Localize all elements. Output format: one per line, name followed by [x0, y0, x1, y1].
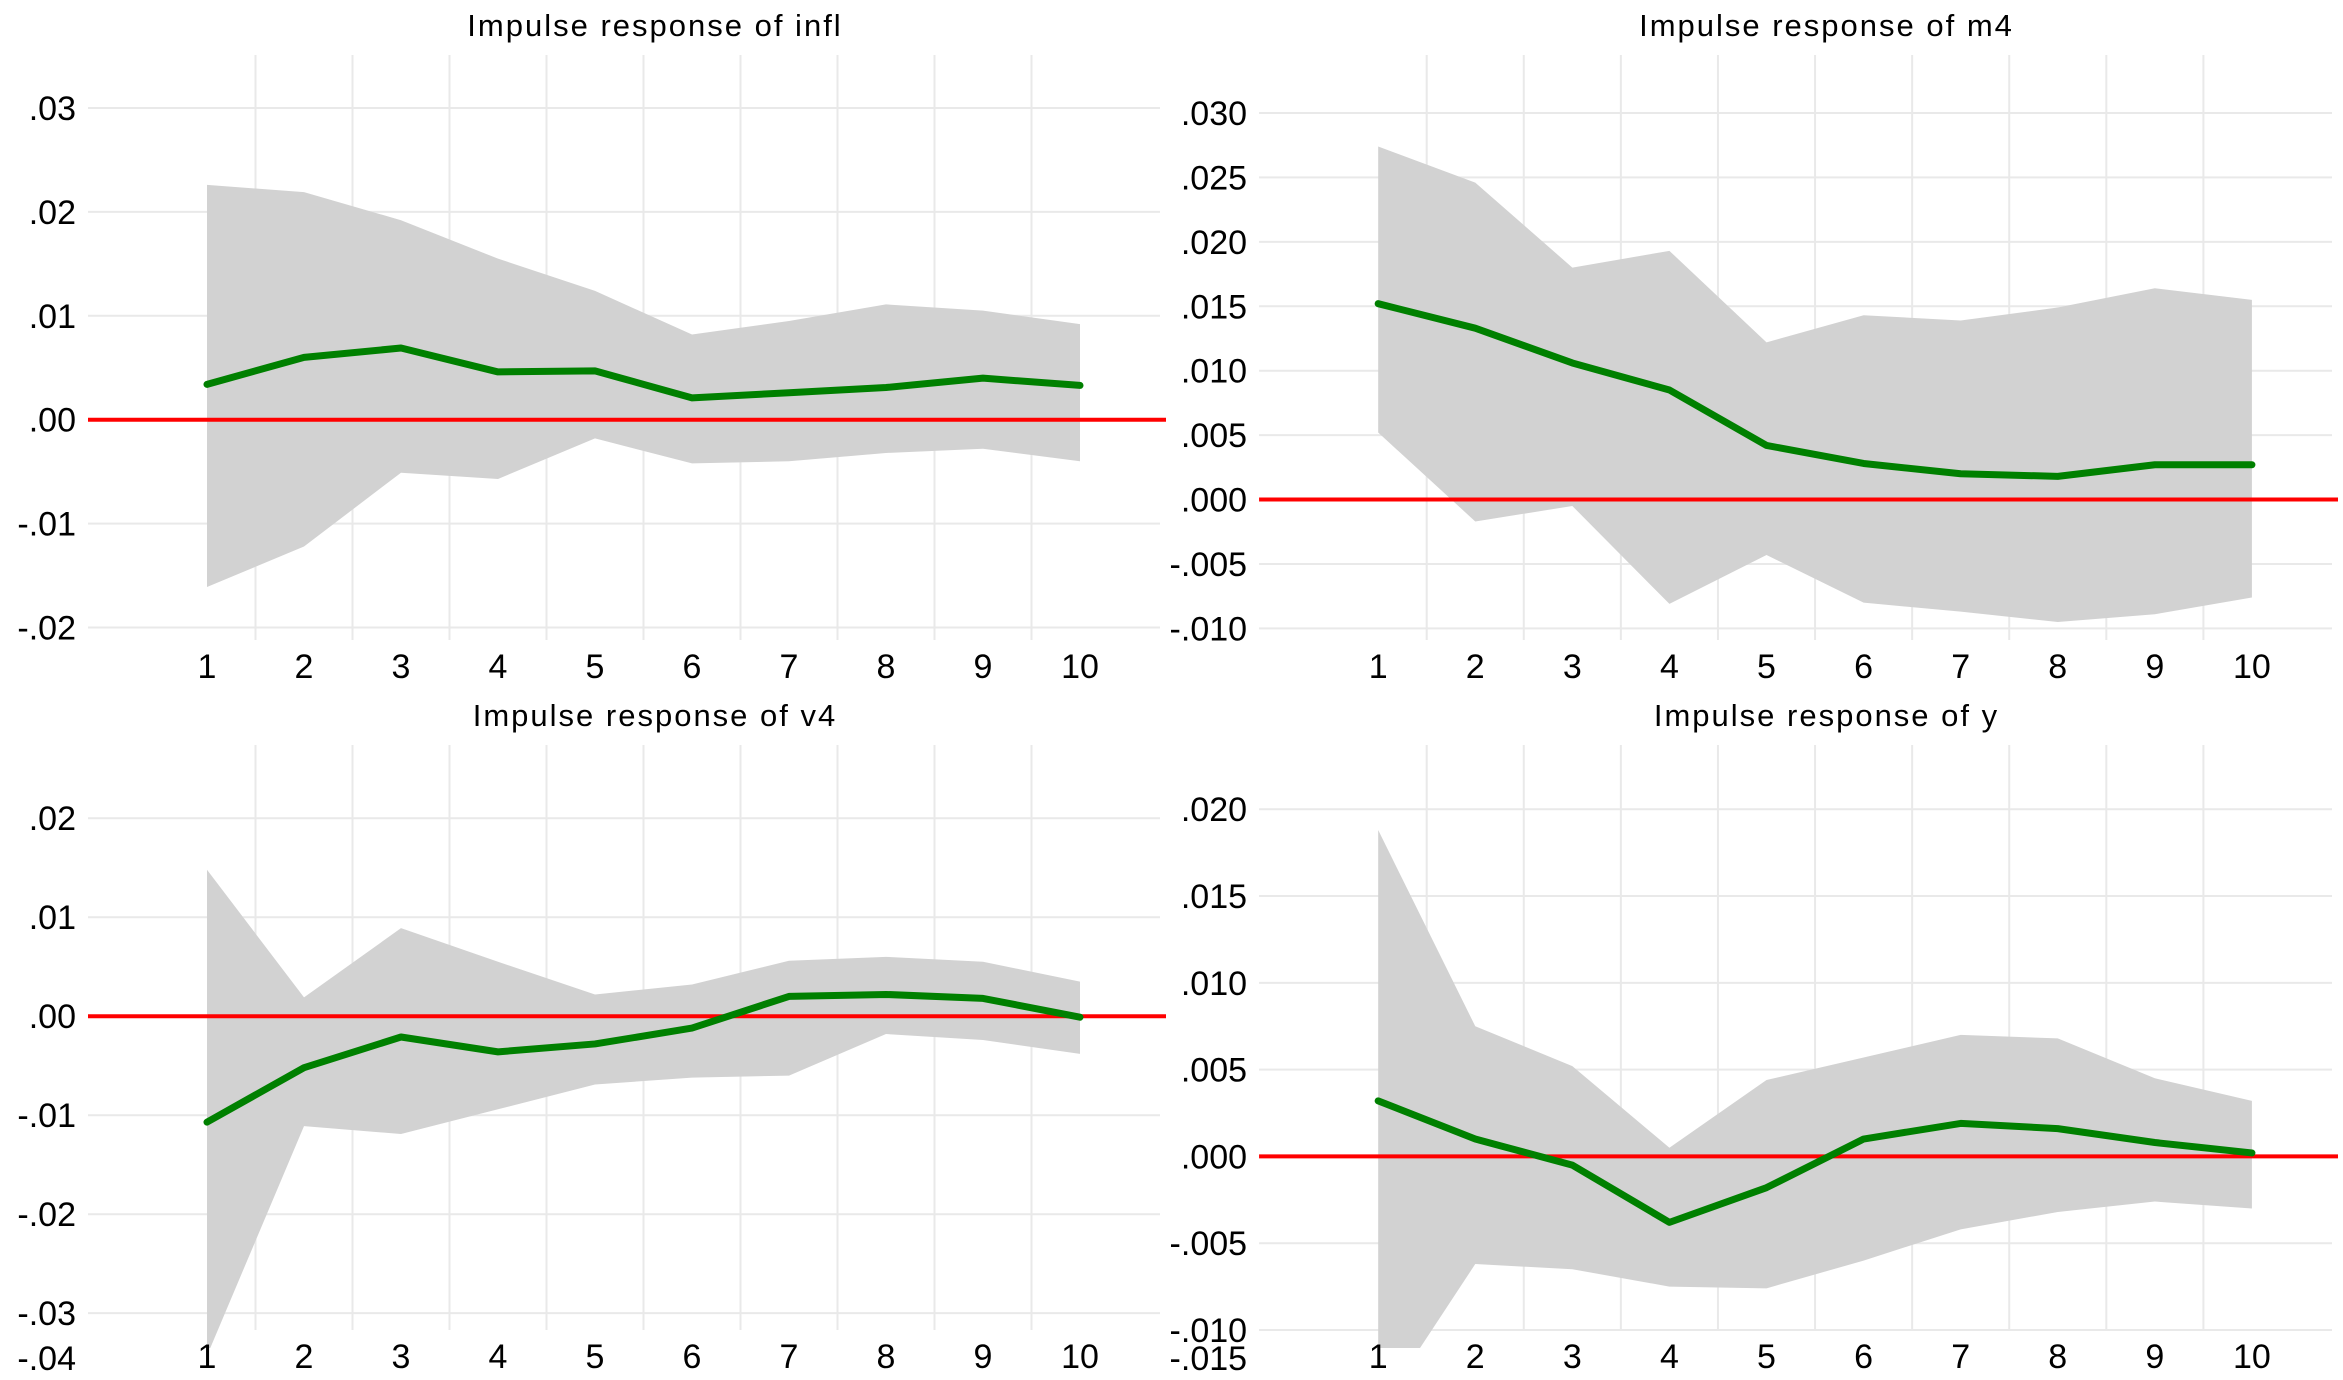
irf-chart-y: Impulse response of y .020.015.010.005.0…	[1171, 690, 2343, 1380]
chart-title-infl: Impulse response of infl	[467, 8, 843, 43]
irf-line	[1374, 1097, 2256, 1226]
y-tick-label: .010	[1181, 965, 1247, 1003]
x-tick-label: 8	[2048, 1338, 2067, 1376]
x-tick-label: 9	[2145, 648, 2164, 686]
x-tick-label: 9	[974, 1338, 993, 1376]
y-tick-label: .015	[1181, 878, 1247, 916]
x-tick-label: 9	[2145, 1338, 2164, 1376]
y-axis-labels: .030 .025 .020 .015 .010 .005 .000 -.005 -.010	[1171, 95, 1247, 648]
x-tick-label: 6	[683, 648, 702, 686]
x-tick-label: 9	[974, 648, 993, 686]
chart-title-y: Impulse response of y	[1653, 698, 2000, 733]
x-tick-label: 1	[1369, 648, 1388, 686]
irf-line	[203, 344, 1084, 402]
y-tick-label: .025	[1181, 159, 1247, 197]
x-tick-label: 1	[1369, 1338, 1388, 1376]
x-tick-label: 4	[489, 648, 508, 686]
x-tick-label: 1	[198, 1338, 217, 1376]
confidence-band	[207, 869, 1080, 1348]
x-tick-label: 7	[1951, 648, 1970, 686]
chart-title-v4: Impulse response of v4	[472, 698, 838, 733]
y-tick-label: .005	[1181, 1052, 1247, 1090]
x-tick-label: 6	[1854, 1338, 1873, 1376]
x-tick-label: 2	[295, 648, 314, 686]
confidence-band	[1378, 830, 2252, 1348]
irf-chart-infl: Impulse response of infl .03 .02 .01 .00 -.0…	[0, 0, 1171, 690]
x-axis-labels: 1 2 3 4 5 6 7 8 9 10	[1369, 1338, 2271, 1376]
confidence-band	[1378, 146, 2252, 622]
x-tick-label: 1	[198, 648, 217, 686]
y-tick-label: -.01	[17, 1097, 76, 1135]
x-tick-label: 8	[877, 648, 896, 686]
y-tick-label: .000	[1181, 1138, 1247, 1176]
x-tick-label: 5	[586, 1338, 605, 1376]
y-tick-label: -.005	[1171, 546, 1247, 584]
x-tick-label: 2	[295, 1338, 314, 1376]
x-tick-label: 10	[2233, 1338, 2271, 1376]
y-tick-label: -.01	[17, 506, 76, 544]
irf-plot-v4: .02 .01 .00 -.01 -.02 -.03 -.04 1 2 3 4 5 6 7 8 9 10	[17, 745, 1166, 1378]
x-tick-label: 3	[392, 1338, 411, 1376]
y-tick-label: .005	[1181, 417, 1247, 455]
x-tick-label: 4	[1660, 1338, 1679, 1376]
x-tick-label: 4	[1660, 648, 1679, 686]
y-tick-label: .020	[1181, 224, 1247, 262]
x-tick-label: 2	[1466, 1338, 1485, 1376]
y-tick-label: .015	[1181, 288, 1247, 326]
y-tick-label: -.010	[1171, 610, 1247, 648]
x-tick-label: 10	[2233, 648, 2271, 686]
y-tick-label: .00	[29, 998, 76, 1036]
irf-line	[1374, 300, 2256, 480]
y-tick-label: -.015	[1171, 1340, 1247, 1378]
x-tick-label: 10	[1061, 1338, 1099, 1376]
y-tick-label: .020	[1181, 791, 1247, 829]
x-tick-label: 7	[780, 1338, 799, 1376]
x-axis-labels: 1 2 3 4 5 6 7 8 9 10	[198, 648, 1099, 686]
x-tick-label: 7	[780, 648, 799, 686]
y-tick-label: -.02	[17, 1196, 76, 1234]
x-tick-label: 5	[586, 648, 605, 686]
irf-plot-infl: .03 .02 .01 .00 -.01 -.02 1 2 3 4 5 6 7 8 9 10	[17, 55, 1166, 686]
x-tick-label: 8	[877, 1338, 896, 1376]
y-axis-labels: .02 .01 .00 -.01 -.02 -.03 -.04	[17, 800, 76, 1378]
y-tick-label: .01	[29, 298, 76, 336]
x-tick-label: 8	[2048, 648, 2067, 686]
irf-plot-m4: .030 .025 .020 .015 .010 .005 .000 -.005 -.010 1 2…	[1171, 55, 2338, 686]
y-tick-label: -.02	[17, 610, 76, 648]
x-tick-label: 2	[1466, 648, 1485, 686]
y-axis-labels: .03 .02 .01 .00 -.01 -.02	[17, 90, 76, 648]
y-tick-label: -.04	[17, 1340, 76, 1378]
irf-plot-y: .020 .015 .010 .005 .000 -.005 -.010-.015 1 2 3 4 5…	[1171, 745, 2338, 1378]
y-tick-label: -.03	[17, 1295, 76, 1333]
x-tick-label: 4	[489, 1338, 508, 1376]
x-tick-label: 7	[1951, 1338, 1970, 1376]
y-tick-label: -.005	[1171, 1225, 1247, 1263]
y-tick-label: .000	[1181, 482, 1247, 520]
irf-line	[203, 990, 1084, 1126]
x-axis-labels: 1 2 3 4 5 6 7 8 9 10	[198, 1338, 1099, 1376]
x-axis-labels: 1 2 3 4 5 6 7 8 9 10	[1369, 648, 2271, 686]
x-tick-label: 6	[683, 1338, 702, 1376]
x-tick-label: 3	[392, 648, 411, 686]
y-tick-label: .030	[1181, 95, 1247, 133]
y-tick-label: -.010	[1171, 1312, 1247, 1350]
y-axis-labels: .020 .015 .010 .005 .000 -.005 -.010-.015	[1171, 791, 1247, 1378]
x-tick-label: 5	[1757, 1338, 1776, 1376]
chart-title-m4: Impulse response of m4	[1639, 8, 2014, 43]
gridlines	[1259, 745, 2332, 1331]
x-tick-label: 6	[1854, 648, 1873, 686]
y-tick-label: .02	[29, 194, 76, 232]
y-tick-label: .03	[29, 90, 76, 128]
irf-chart-v4: Impulse response of v4 .02 .01 .00 -.01 -.02…	[0, 690, 1171, 1380]
y-tick-label: .02	[29, 800, 76, 838]
y-tick-label: .010	[1181, 353, 1247, 391]
x-tick-label: 5	[1757, 648, 1776, 686]
x-tick-label: 3	[1563, 648, 1582, 686]
y-tick-label: .01	[29, 899, 76, 937]
y-tick-label: .00	[29, 402, 76, 440]
x-tick-label: 3	[1563, 1338, 1582, 1376]
x-tick-label: 10	[1061, 648, 1099, 686]
irf-chart-m4: Impulse response of m4 .030 .025 .020 .015.…	[1171, 0, 2343, 690]
